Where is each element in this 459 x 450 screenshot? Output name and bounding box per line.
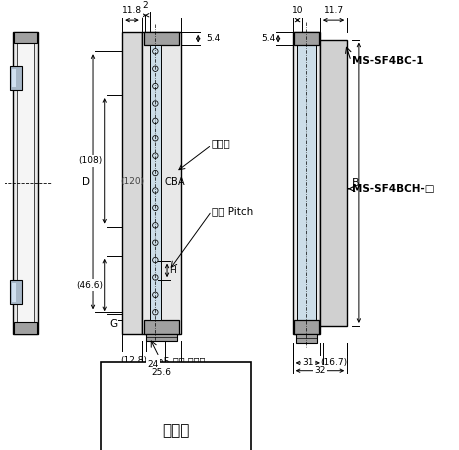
Text: 32: 32 — [313, 366, 325, 375]
Bar — [141, 32, 180, 334]
Bar — [17, 37, 34, 329]
Text: 11.7: 11.7 — [323, 6, 343, 15]
Bar — [149, 45, 161, 320]
Bar — [292, 32, 319, 334]
Text: (16.7): (16.7) — [319, 358, 347, 367]
Text: 31: 31 — [302, 358, 313, 367]
Text: G: G — [109, 319, 117, 329]
Bar — [293, 32, 318, 45]
Text: 5.4: 5.4 — [206, 34, 220, 43]
Text: D: D — [82, 177, 90, 187]
Text: 검출폭: 검출폭 — [212, 138, 230, 148]
Bar — [146, 334, 176, 342]
Bar — [10, 66, 22, 90]
Bar — [293, 320, 318, 334]
Text: MS-SF4BCH-□: MS-SF4BCH-□ — [351, 184, 434, 194]
Text: 11.8: 11.8 — [122, 6, 142, 15]
Bar — [14, 322, 36, 334]
Bar — [12, 283, 16, 302]
Text: C: C — [164, 177, 170, 187]
Bar — [14, 32, 36, 44]
Text: (120): (120) — [120, 177, 144, 186]
Text: 5.4: 5.4 — [260, 34, 274, 43]
Bar — [296, 45, 315, 320]
Bar — [143, 320, 179, 334]
Bar — [122, 32, 141, 334]
Text: A: A — [177, 177, 184, 187]
Text: B: B — [171, 177, 177, 187]
Text: H: H — [168, 266, 175, 275]
Bar — [143, 32, 179, 45]
Text: MS-SF4BC-1: MS-SF4BC-1 — [351, 56, 423, 66]
Text: B: B — [351, 178, 359, 188]
Text: 24: 24 — [147, 360, 159, 369]
Text: 10: 10 — [291, 6, 302, 15]
Bar — [10, 280, 22, 305]
Bar — [13, 32, 38, 334]
Bar — [12, 69, 16, 87]
Text: 2: 2 — [142, 1, 148, 10]
Bar — [319, 40, 347, 326]
Bar — [295, 334, 316, 343]
Text: 투광기: 투광기 — [162, 423, 189, 439]
Text: (108): (108) — [78, 156, 102, 165]
Text: (12.8): (12.8) — [120, 356, 147, 365]
Text: φ5 회색 케이블: φ5 회색 케이블 — [157, 357, 205, 367]
Text: (46.6): (46.6) — [76, 280, 102, 289]
Text: 광축 Pitch: 광축 Pitch — [212, 206, 252, 216]
Text: 25.6: 25.6 — [151, 368, 171, 377]
